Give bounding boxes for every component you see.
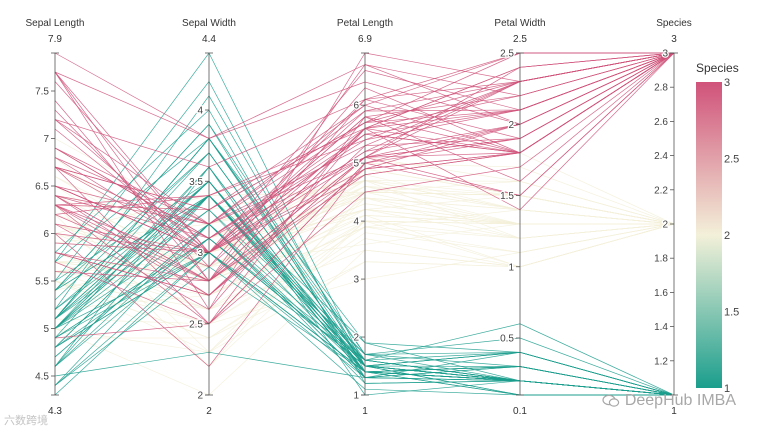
axis-tick-label: 3: [353, 275, 359, 286]
axis-tick-label: 5.5: [35, 277, 49, 288]
axis-tick-label: 1.6: [654, 288, 668, 299]
watermark-left: 六数跨境: [4, 412, 48, 428]
data-line: [54, 137, 675, 396]
axis-range-min: 0.1: [513, 406, 527, 417]
axis-tick-label: 2.4: [654, 151, 668, 162]
color-legend: Species 1 1.5 2 2.5 3: [696, 61, 739, 395]
axis-tick-label: 6.5: [35, 182, 49, 193]
axis-range-max: 4.4: [202, 34, 216, 45]
axis-tick-label: 2: [197, 391, 203, 402]
axis-tick-label: 1.5: [500, 191, 514, 202]
axis-title: Sepal Width: [182, 18, 236, 29]
axis-tick-label: 3: [662, 49, 668, 60]
axis-tick-label: 3.5: [189, 177, 203, 188]
axis-tick-label: 1.4: [654, 322, 668, 333]
data-line: [54, 52, 675, 325]
axis: Petal Width 2.5 0.1 0.5 1 1.5 2 2.5: [494, 18, 545, 417]
axis-range-max: 6.9: [358, 34, 372, 45]
axis-title: Petal Width: [494, 18, 545, 29]
axis-range-min: 2: [206, 406, 212, 417]
axis: Sepal Length 7.9 4.3 4.5 5 5.5 6 6.5 7 7.5: [26, 18, 85, 417]
axis-range-max: 2.5: [513, 34, 527, 45]
watermark-right: DeepHub IMBA: [602, 392, 736, 410]
axis-tick-label: 2.2: [654, 185, 668, 196]
axis: Petal Length 6.9 11 2 3 4 5 6: [337, 18, 393, 417]
axis-tick-label: 5: [353, 159, 359, 170]
axis-tick-label: 0.5: [500, 334, 514, 345]
axis-tick-label: 2.8: [654, 83, 668, 94]
axis-range-min: 1: [671, 406, 677, 417]
data-line: [54, 52, 675, 296]
axis-tick-label: 6: [353, 101, 359, 112]
data-line: [54, 52, 675, 325]
data-line: [54, 152, 675, 396]
legend-tick-label: 3: [724, 77, 730, 89]
axis-tick-label: 2: [508, 120, 514, 131]
data-line: [54, 137, 675, 396]
data-line: [54, 52, 675, 296]
axis-title: Species: [656, 18, 692, 29]
axis-tick-label: 2.6: [654, 117, 668, 128]
legend-tick-label: 2.5: [724, 154, 739, 166]
axis-tick-label: 2.5: [500, 49, 514, 60]
axis-tick-label: 7: [43, 134, 49, 145]
axis-tick-label: 1.8: [654, 254, 668, 265]
watermark-left-text: 六数跨境: [4, 415, 48, 427]
data-line: [54, 152, 675, 396]
legend-tick-label: 1.5: [724, 307, 739, 319]
legend-title: Species: [696, 61, 739, 75]
data-line: [54, 52, 675, 296]
axis-tick-label: 7.5: [35, 87, 49, 98]
watermark-right-text: DeepHub IMBA: [624, 392, 736, 409]
data-line: [54, 52, 675, 296]
axis: Species 3 1 1.2 1.4 1.6 1.8 2 2.2 2.4 2.6 2.8 3: [653, 18, 692, 417]
wechat-icon: [602, 394, 620, 407]
data-line: [54, 95, 674, 396]
axis-tick-label: 2: [353, 333, 359, 344]
axis-title: Petal Length: [337, 18, 393, 29]
axis-range-min: 4.3: [48, 406, 62, 417]
axis-tick-label: 4: [197, 106, 203, 117]
data-line: [54, 209, 675, 396]
axis-tick-label: 2.5: [189, 319, 203, 330]
axis: Sepal Width 4.4 22 2.5 3 3.5 4: [182, 18, 236, 417]
data-line: [54, 152, 675, 396]
data-line: [54, 209, 675, 396]
colorbar-ticks: 1 1.5 2 2.5 3: [724, 77, 739, 395]
data-lines: [54, 52, 675, 396]
legend-tick-label: 2: [724, 230, 730, 242]
colorbar: [696, 82, 722, 388]
data-line: [54, 52, 675, 325]
data-line: [54, 137, 675, 396]
axis-tick-label: 4: [353, 217, 359, 228]
axes: Sepal Length 7.9 4.3 4.5 5 5.5 6 6.5 7 7.5 Sepal W…: [26, 18, 692, 417]
data-line: [54, 137, 675, 396]
axis-tick-label: 6: [43, 229, 49, 240]
axis-tick-label: 4.5: [35, 372, 49, 383]
axis-tick-label: 2: [662, 220, 668, 231]
axis-tick-label: 1: [353, 391, 359, 402]
legend-tick-label: 1: [724, 383, 730, 395]
axis-tick-label: 1: [508, 262, 514, 273]
data-line: [54, 223, 675, 310]
axis-tick-label: 1.2: [654, 356, 668, 367]
axis-range-min: 1: [362, 406, 368, 417]
axis-title: Sepal Length: [26, 18, 85, 29]
data-line: [54, 220, 674, 325]
axis-range-max: 3: [671, 34, 677, 45]
axis-range-max: 7.9: [48, 34, 62, 45]
axis-tick-label: 5: [43, 324, 49, 335]
axis-tick-label: 3: [197, 248, 203, 259]
